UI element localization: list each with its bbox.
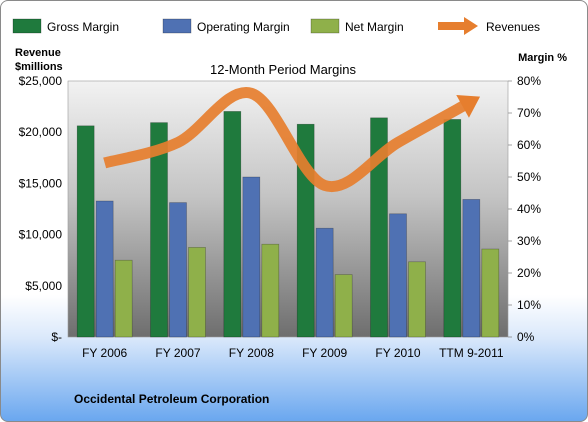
- bar-gross-margin-fy-2010: [370, 117, 388, 338]
- company-name: Occidental Petroleum Corporation: [74, 392, 269, 406]
- left-tick-label: $5,000: [25, 279, 62, 293]
- left-axis-title-line: $millions: [15, 61, 63, 73]
- legend-swatch-gross-margin: [12, 18, 42, 34]
- right-tick-label: 40%: [517, 202, 541, 216]
- bar-gross-margin-ttm-9-2011: [443, 119, 462, 338]
- bar-operating-margin-fy-2010: [389, 213, 407, 338]
- left-axis-title-line: Revenue: [15, 47, 61, 59]
- right-axis-title: Margin %: [518, 52, 567, 64]
- left-tick-label: $20,000: [19, 125, 63, 139]
- legend-swatch-net-margin: [310, 18, 340, 34]
- legend-arrow-revenues: [464, 17, 478, 35]
- x-tick-label-fy-2009: FY 2009: [302, 346, 347, 360]
- bar-operating-margin-fy-2009: [315, 227, 334, 338]
- x-tick-label-fy-2010: FY 2010: [375, 346, 420, 360]
- bar-gross-margin-fy-2008: [223, 111, 242, 338]
- left-tick-label: $15,000: [19, 176, 63, 190]
- legend-label-gross-margin: Gross Margin: [47, 20, 119, 34]
- right-tick-label: 10%: [517, 298, 541, 312]
- bar-net-margin-ttm-9-2011: [481, 248, 500, 338]
- x-tick-label-fy-2006: FY 2006: [82, 346, 127, 360]
- left-axis-title: Revenue $millions: [15, 47, 63, 73]
- bars-layer: [76, 111, 500, 338]
- bar-net-margin-fy-2009: [334, 274, 353, 338]
- right-tick-label: 50%: [517, 170, 541, 184]
- bar-net-margin-fy-2008: [261, 243, 280, 338]
- bar-gross-margin-fy-2006: [76, 125, 95, 338]
- legend-swatch-operating-margin: [162, 18, 192, 34]
- right-tick-label: 20%: [517, 266, 541, 280]
- right-tick-label: 70%: [517, 106, 541, 120]
- left-tick-label: $25,000: [19, 74, 63, 88]
- bar-operating-margin-ttm-9-2011: [462, 199, 481, 338]
- left-tick-label: $10,000: [19, 228, 63, 242]
- right-tick-label: 80%: [517, 74, 541, 88]
- right-tick-label: 60%: [517, 138, 541, 152]
- bar-gross-margin-fy-2007: [150, 122, 168, 338]
- left-tick-label: $-: [51, 330, 62, 344]
- bar-net-margin-fy-2006: [114, 259, 133, 338]
- bar-operating-margin-fy-2007: [169, 202, 187, 338]
- x-tick-label-ttm-9-2011: TTM 9-2011: [439, 346, 504, 360]
- chart-title: 12-Month Period Margins: [210, 62, 356, 77]
- legend-label-operating-margin: Operating Margin: [197, 20, 290, 34]
- x-tick-label-fy-2008: FY 2008: [229, 346, 274, 360]
- right-tick-label: 30%: [517, 234, 541, 248]
- bar-net-margin-fy-2010: [408, 261, 426, 338]
- right-tick-label: 0%: [517, 330, 535, 344]
- revenue-line-arrowhead: [456, 95, 481, 118]
- legend-label-revenues: Revenues: [486, 20, 540, 34]
- revenue-line-layer: [103, 87, 481, 193]
- legend: Gross Margin Operating Margin Net Margin Re…: [12, 17, 540, 35]
- legend-label-net-margin: Net Margin: [345, 20, 404, 34]
- axes-layer: $- $5,000 $10,000 $15,000 $20,000 $25,000 0% 10…: [19, 74, 542, 360]
- bar-operating-margin-fy-2006: [95, 200, 114, 338]
- bar-net-margin-fy-2007: [188, 247, 206, 338]
- x-tick-label-fy-2007: FY 2007: [155, 346, 200, 360]
- bar-operating-margin-fy-2008: [242, 176, 261, 338]
